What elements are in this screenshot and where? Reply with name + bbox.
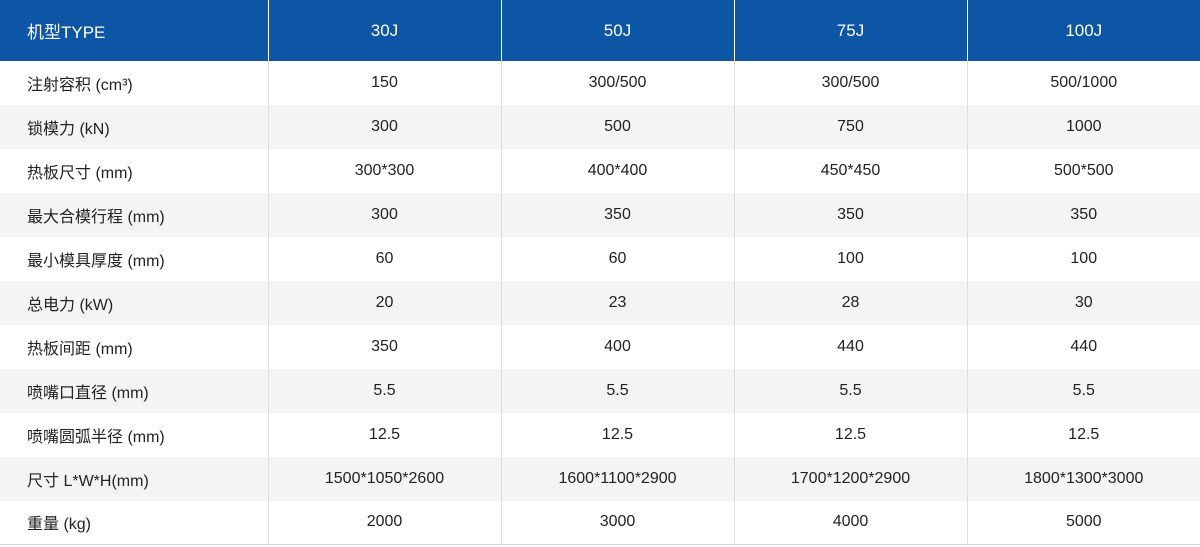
table-cell: 5.5 xyxy=(1072,382,1095,399)
table-cell: 20 xyxy=(268,281,502,325)
header-model-100j: 100J xyxy=(1065,20,1103,40)
table-row: 尺寸 L*W*H(mm) 1500*1050*2600 1600*1100*2900… xyxy=(0,457,1200,501)
header-model-30j: 30J xyxy=(268,0,502,61)
table-cell: 500/1000 xyxy=(1050,74,1118,91)
table-cell: 30 xyxy=(1074,294,1093,311)
table-cell: 100 xyxy=(734,237,968,281)
table-cell: 500*500 xyxy=(1053,162,1114,179)
table-cell: 400*400 xyxy=(501,149,735,193)
table-row: 最大合模行程 (mm) 300 350 350 350 xyxy=(0,193,1200,237)
table-cell: 60 xyxy=(501,237,735,281)
table-row: 最小模具厚度 (mm) 60 60 100 100 xyxy=(0,237,1200,281)
table-cell: 300*300 xyxy=(268,149,502,193)
table-cell: 450*450 xyxy=(734,149,968,193)
table-cell: 23 xyxy=(501,281,735,325)
row-label: 注射容积 (cm³) xyxy=(0,61,269,105)
row-label: 喷嘴口直径 (mm) xyxy=(0,369,269,413)
spec-table-header: 机型TYPE 30J 50J 75J 100J xyxy=(0,0,1200,61)
table-cell: 28 xyxy=(734,281,968,325)
table-cell: 300 xyxy=(268,193,502,237)
table-cell: 5.5 xyxy=(268,369,502,413)
table-cell: 300/500 xyxy=(734,61,968,105)
table-cell: 350 xyxy=(734,193,968,237)
table-row: 热板尺寸 (mm) 300*300 400*400 450*450 500*500 xyxy=(0,149,1200,193)
table-row: 锁模力 (kN) 300 500 750 1000 xyxy=(0,105,1200,149)
table-cell: 750 xyxy=(734,105,968,149)
table-cell: 300/500 xyxy=(501,61,735,105)
row-label: 重量 (kg) xyxy=(0,501,269,544)
row-label: 热板尺寸 (mm) xyxy=(0,149,269,193)
table-cell: 12.5 xyxy=(268,413,502,457)
table-cell: 5.5 xyxy=(734,369,968,413)
table-cell: 1500*1050*2600 xyxy=(268,457,502,501)
table-cell: 12.5 xyxy=(1068,426,1100,443)
table-cell: 350 xyxy=(1070,206,1098,223)
table-cell: 2000 xyxy=(268,501,502,544)
table-cell: 4000 xyxy=(734,501,968,544)
table-cell: 12.5 xyxy=(501,413,735,457)
table-row: 总电力 (kW) 20 23 28 30 xyxy=(0,281,1200,325)
table-cell: 12.5 xyxy=(734,413,968,457)
table-cell: 150 xyxy=(268,61,502,105)
row-label: 热板间距 (mm) xyxy=(0,325,269,369)
table-cell: 3000 xyxy=(501,501,735,544)
spec-table-body: 注射容积 (cm³) 150 300/500 300/500 500/1000 锁模力 (… xyxy=(0,61,1200,544)
row-label: 最大合模行程 (mm) xyxy=(0,193,269,237)
table-cell: 1700*1200*2900 xyxy=(734,457,968,501)
table-cell: 440 xyxy=(734,325,968,369)
table-row: 喷嘴圆弧半径 (mm) 12.5 12.5 12.5 12.5 xyxy=(0,413,1200,457)
table-cell: 1800*1300*3000 xyxy=(1024,470,1144,487)
table-cell: 300 xyxy=(268,105,502,149)
table-cell: 500 xyxy=(501,105,735,149)
table-cell: 100 xyxy=(1070,250,1098,267)
table-cell: 1000 xyxy=(1065,118,1102,135)
row-label: 最小模具厚度 (mm) xyxy=(0,237,269,281)
table-cell: 5.5 xyxy=(501,369,735,413)
table-row: 喷嘴口直径 (mm) 5.5 5.5 5.5 5.5 xyxy=(0,369,1200,413)
table-cell: 60 xyxy=(268,237,502,281)
row-label: 尺寸 L*W*H(mm) xyxy=(0,457,269,501)
header-row: 机型TYPE 30J 50J 75J 100J xyxy=(0,0,1200,61)
table-cell: 1600*1100*2900 xyxy=(501,457,735,501)
table-row: 注射容积 (cm³) 150 300/500 300/500 500/1000 xyxy=(0,61,1200,105)
table-row: 热板间距 (mm) 350 400 440 440 xyxy=(0,325,1200,369)
header-type-label: 机型TYPE xyxy=(0,0,269,61)
table-cell: 5000 xyxy=(1065,513,1102,531)
table-cell: 350 xyxy=(501,193,735,237)
header-model-75j: 75J xyxy=(734,0,968,61)
table-cell: 400 xyxy=(501,325,735,369)
row-label: 锁模力 (kN) xyxy=(0,105,269,149)
table-cell: 440 xyxy=(1070,338,1098,355)
row-label: 总电力 (kW) xyxy=(0,281,269,325)
header-model-50j: 50J xyxy=(501,0,735,61)
row-label: 喷嘴圆弧半径 (mm) xyxy=(0,413,269,457)
table-row: 重量 (kg) 2000 3000 4000 5000 xyxy=(0,501,1200,544)
table-cell: 350 xyxy=(268,325,502,369)
